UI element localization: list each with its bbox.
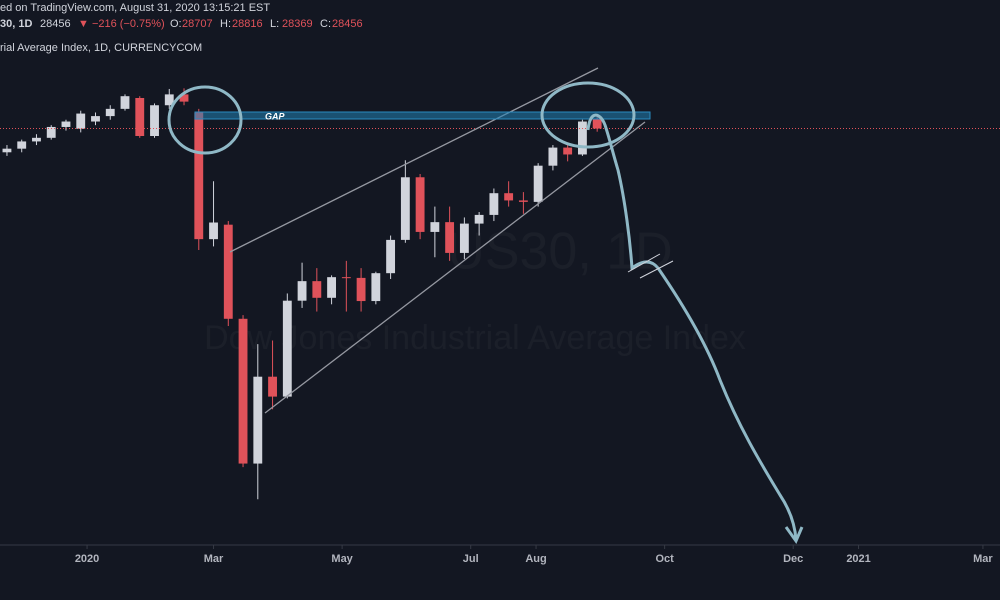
x-tick-label: Oct (655, 553, 674, 565)
candle-body (91, 116, 100, 122)
candle-body (518, 200, 528, 202)
x-tick-label: Jul (463, 553, 479, 565)
tick-line (639, 260, 674, 279)
ohlc-value: 28369 (282, 18, 313, 30)
candle-body (150, 105, 159, 137)
candle-body (386, 239, 396, 274)
projection-path (586, 113, 798, 541)
candle-body (17, 141, 27, 149)
candle-body (238, 318, 248, 464)
x-tick-label: Dec (783, 553, 803, 565)
tick-line (627, 253, 661, 273)
candle-body (327, 277, 337, 298)
x-tick-label: Mar (204, 553, 224, 565)
circle (167, 85, 243, 155)
candle-body (533, 165, 543, 202)
candle-body (548, 147, 558, 166)
ohlc-value: 28456 (332, 18, 363, 30)
candle-body (76, 113, 86, 129)
gap-label: GAP (265, 111, 286, 121)
wedge-lower (264, 121, 646, 414)
x-tick-label: 2021 (846, 553, 870, 565)
candle-body (194, 112, 204, 240)
instrument-name: rial Average Index, 1D, CURRENCYCOM (0, 42, 202, 54)
candle-body (474, 214, 484, 224)
x-tick-label: Aug (525, 553, 546, 565)
candle-body (592, 119, 602, 129)
change: ▼ −216 (−0.75%) (78, 18, 165, 30)
candle-body (46, 126, 56, 138)
candle-body (489, 193, 499, 215)
candle-body (415, 177, 425, 232)
source-text: ed on TradingView.com, August 31, 2020 1… (0, 2, 270, 14)
candle-body (577, 121, 587, 155)
circle (540, 81, 636, 149)
ohlc-label: C: (320, 18, 331, 30)
ohlc-label: H: (220, 18, 231, 30)
candle-body (135, 98, 145, 137)
candle-body (223, 224, 233, 319)
candle-body (563, 147, 573, 155)
ohlc-label: O: (170, 18, 182, 30)
arrow-head (784, 526, 804, 545)
candle-body (312, 281, 322, 298)
candle-body (253, 376, 263, 464)
plot (0, 88, 1000, 500)
candle-body (430, 222, 440, 232)
candle-body (371, 273, 381, 302)
candle-body (445, 222, 455, 253)
candle-body (2, 148, 12, 153)
x-tick-label: May (331, 553, 353, 565)
candle-body (297, 281, 307, 301)
candle-body (209, 222, 218, 240)
watermark: US30, 1D (447, 223, 672, 281)
symbol-line: 30, 1D 28456 ▼ −216 (−0.75%) (0, 18, 165, 30)
candle-body (356, 277, 366, 302)
x-tick-label: 2020 (75, 553, 99, 565)
candle-body (504, 193, 514, 201)
last-price: 28456 (40, 18, 71, 30)
drawings (167, 67, 804, 545)
wedge-upper (229, 67, 599, 253)
candle-body (400, 177, 410, 240)
x-tick-label: Mar (973, 553, 993, 565)
symbol: 30, 1D (0, 18, 32, 30)
candle-body (459, 223, 469, 253)
candle-body (105, 108, 115, 117)
candle-body (120, 96, 130, 109)
candle-body (282, 300, 292, 397)
candle-body (268, 376, 277, 397)
candle-body (164, 94, 174, 106)
candle-body (61, 121, 71, 127)
ohlc-value: 28707 (182, 18, 213, 30)
ohlc-label: L: (270, 18, 279, 30)
candle-body (179, 94, 189, 102)
candle-body (32, 137, 41, 142)
ohlc-value: 28816 (232, 18, 263, 30)
gap-box (194, 111, 651, 120)
candle-body (341, 277, 351, 279)
